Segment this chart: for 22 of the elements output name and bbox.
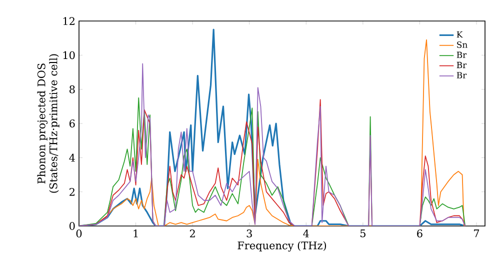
y-tick-label: 2 [70, 188, 74, 196]
x-tick-label: 5 [360, 230, 366, 238]
legend-label: Br [456, 62, 467, 68]
x-tick-label: 7 [474, 230, 480, 238]
legend-label: Br [456, 52, 467, 58]
y-tick-label: 8 [70, 85, 75, 94]
y-tick-label: 4 [69, 154, 75, 162]
x-tick-label: 6 [417, 230, 422, 238]
x-tick-label: 0 [76, 230, 82, 238]
y-tick-label: 12 [63, 17, 74, 25]
x-tick-label: 1 [134, 230, 138, 238]
legend-label: Sn [457, 41, 468, 48]
legend-label: K [456, 31, 463, 38]
x-tick-label: 3 [246, 230, 252, 238]
y-tick-label: 6 [70, 120, 75, 128]
legend-label: Br [456, 72, 467, 78]
x-tick-label: 2 [190, 230, 195, 238]
y-axis-title: Phonon projected DOS (States/THz·primitive cell) [37, 54, 60, 193]
y-tick-label: 0 [70, 222, 75, 230]
y-tick-label: 10 [63, 51, 75, 60]
x-axis-title: Frequency (THz) [238, 241, 326, 252]
x-tick-label: 4 [303, 230, 309, 238]
